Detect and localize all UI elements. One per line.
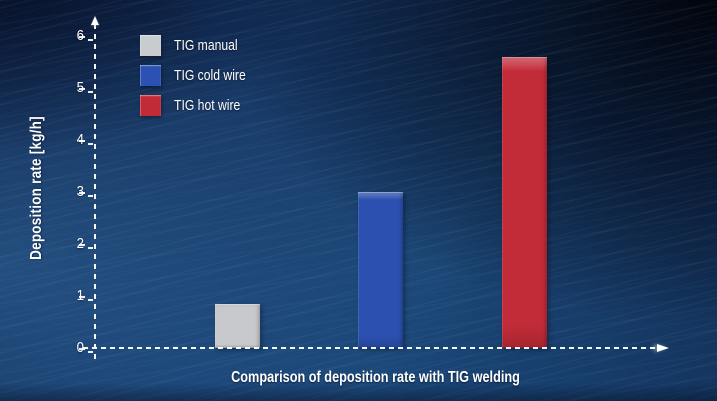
y-tick-label: 0 bbox=[76, 339, 84, 356]
y-tick-mark bbox=[79, 87, 94, 95]
legend-label: TIG hot wire bbox=[174, 98, 241, 114]
bar-tig-hot-wire bbox=[501, 57, 547, 348]
y-tick-mark bbox=[79, 35, 94, 43]
legend-swatch-tig-manual bbox=[140, 35, 161, 56]
legend-swatch-tig-hot-wire bbox=[140, 95, 161, 116]
y-tick-label: 4 bbox=[76, 131, 84, 148]
y-axis-line bbox=[94, 24, 96, 362]
x-axis-line bbox=[83, 347, 656, 349]
x-axis-arrow-icon bbox=[657, 344, 669, 352]
y-tick-mark bbox=[79, 295, 94, 303]
legend-swatch-tig-cold-wire bbox=[140, 65, 161, 86]
y-tick-mark bbox=[79, 139, 94, 147]
chart-caption: Comparison of deposition rate with TIG w… bbox=[231, 369, 520, 386]
legend-label: TIG manual bbox=[174, 38, 238, 54]
y-axis-title: Deposition rate [kg/h] bbox=[28, 116, 45, 260]
bar-tig-cold-wire bbox=[357, 192, 403, 348]
y-tick-mark bbox=[79, 243, 94, 251]
bar-tig-manual bbox=[214, 304, 260, 348]
y-tick-label: 1 bbox=[76, 287, 84, 304]
y-tick-label: 2 bbox=[76, 235, 84, 252]
y-tick-label: 6 bbox=[76, 27, 84, 44]
y-tick-label: 5 bbox=[76, 79, 84, 96]
y-tick-mark bbox=[79, 191, 94, 199]
y-tick-mark bbox=[79, 347, 94, 355]
legend-label: TIG cold wire bbox=[174, 68, 246, 84]
y-tick-label: 3 bbox=[76, 183, 84, 200]
y-axis-arrow-icon bbox=[91, 16, 99, 25]
